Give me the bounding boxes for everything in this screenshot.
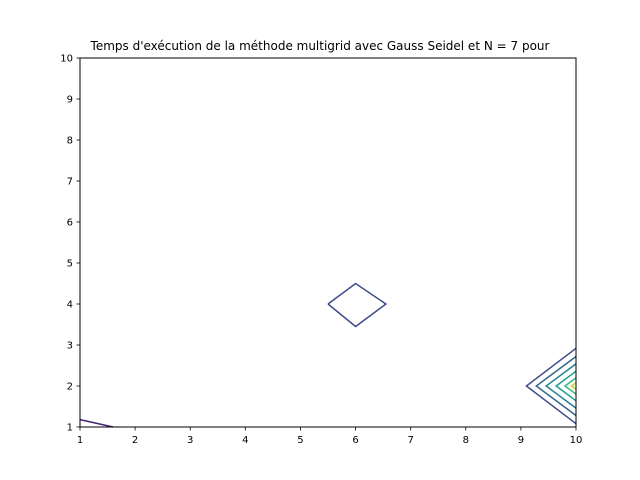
- contour-lines: [79, 282, 577, 428]
- contour-line-2: [327, 282, 388, 328]
- y-tick-label: 7: [67, 177, 73, 188]
- x-tick-label: 7: [407, 435, 413, 446]
- y-tick-label: 8: [67, 136, 73, 147]
- chart-title: Temps d'exécution de la méthode multigri…: [90, 39, 550, 53]
- contour-line-7: [563, 377, 577, 395]
- contour-line-8: [570, 382, 577, 390]
- x-tick-label: 4: [242, 435, 248, 446]
- x-tick-label: 2: [132, 435, 138, 446]
- contour-line-3: [525, 347, 577, 425]
- y-tick-label: 5: [67, 259, 73, 270]
- y-tick-label: 6: [67, 218, 73, 229]
- contour-line-6: [554, 370, 577, 402]
- contour-line-1: [79, 418, 114, 428]
- y-tick-label: 10: [60, 54, 73, 65]
- x-tick-label: 5: [297, 435, 303, 446]
- x-tick-label: 6: [352, 435, 358, 446]
- contour-line-4: [535, 355, 577, 417]
- x-tick-label: 8: [463, 435, 469, 446]
- y-tick-label: 1: [67, 423, 73, 434]
- y-tick-label: 4: [67, 300, 73, 311]
- y-tick-label: 2: [67, 382, 73, 393]
- contour-line-5: [544, 363, 577, 409]
- x-tick-label: 9: [518, 435, 524, 446]
- x-tick-label: 3: [187, 435, 193, 446]
- plot-frame: [79, 57, 577, 428]
- x-tick-label: 1: [77, 435, 83, 446]
- y-tick-label: 3: [67, 341, 73, 352]
- plot-area: [80, 58, 576, 427]
- y-tick-label: 9: [67, 95, 73, 106]
- axes: 1 2 3 4 5 6 7 8 9 10 1 2 3 4 5 6 7 8 9 10: [60, 54, 582, 447]
- x-tick-label: 10: [570, 435, 583, 446]
